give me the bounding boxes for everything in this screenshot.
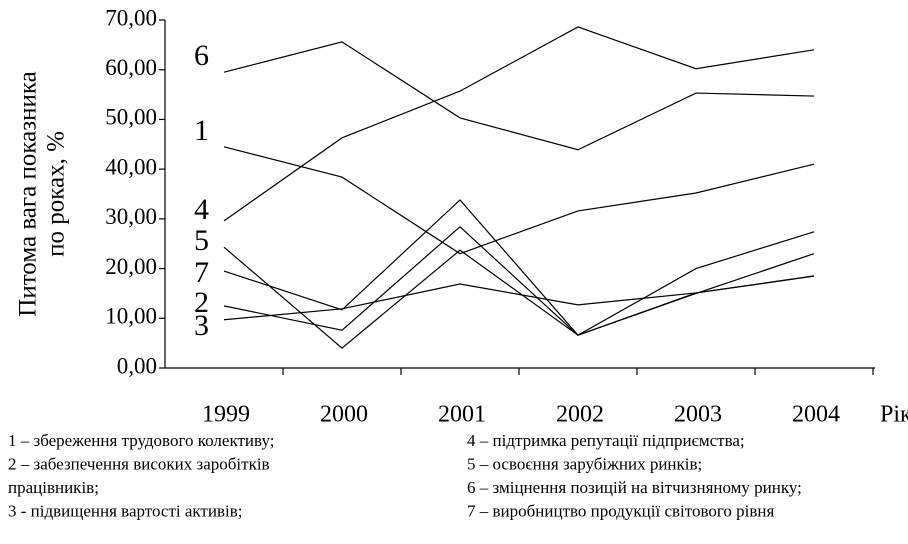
series-label: 7 <box>194 256 209 289</box>
legend-item: 2 – забезпечення високих заробітків <box>8 454 270 473</box>
x-tick-label: 1999 <box>202 402 250 428</box>
y-axis-label: Питома вага показника <box>15 71 42 316</box>
x-tick-label: 2001 <box>438 402 486 428</box>
y-axis-label: по роках, % <box>43 131 70 257</box>
series-label: 6 <box>194 39 209 72</box>
series-line <box>223 41 815 151</box>
x-axis-label: Рік <box>880 402 908 428</box>
legend-item: 7 – виробництво продукції світового рівн… <box>467 501 775 520</box>
y-tick-label: 20,00 <box>105 254 157 279</box>
y-tick-label: 30,00 <box>105 204 157 229</box>
legend-item: 5 – освоєння зарубіжних ринків; <box>467 454 702 473</box>
y-tick-label: 70,00 <box>105 5 157 30</box>
series-label: 5 <box>194 224 209 257</box>
series-line <box>223 275 815 321</box>
legend-item: 3 - підвищення вартості активів; <box>8 501 242 520</box>
series-line <box>223 146 815 255</box>
series-label: 1 <box>194 114 209 147</box>
series-label: 4 <box>194 193 209 226</box>
series-line <box>223 199 815 336</box>
series-line <box>223 26 815 222</box>
legend-item: працівників; <box>8 478 99 497</box>
series-line <box>223 226 815 336</box>
legend-item: 6 – зміцнення позицій на вітчизняному ри… <box>467 478 802 497</box>
series-label: 2 <box>194 286 209 319</box>
x-tick-label: 2000 <box>320 402 368 428</box>
series-line <box>223 231 815 349</box>
x-tick-label: 2002 <box>556 402 604 428</box>
x-tick-label: 2003 <box>674 402 722 428</box>
series-label: 3 <box>194 309 209 342</box>
legend-item: 1 – збереження трудового колективу; <box>8 431 274 450</box>
y-tick-label: 50,00 <box>105 105 157 130</box>
y-tick-label: 40,00 <box>105 154 157 179</box>
y-tick-label: 10,00 <box>105 304 157 329</box>
y-tick-label: 60,00 <box>105 55 157 80</box>
y-tick-label: 0,00 <box>117 353 157 378</box>
x-tick-label: 2004 <box>792 402 840 428</box>
legend-item: 4 – підтримка репутації підприємства; <box>467 431 745 450</box>
